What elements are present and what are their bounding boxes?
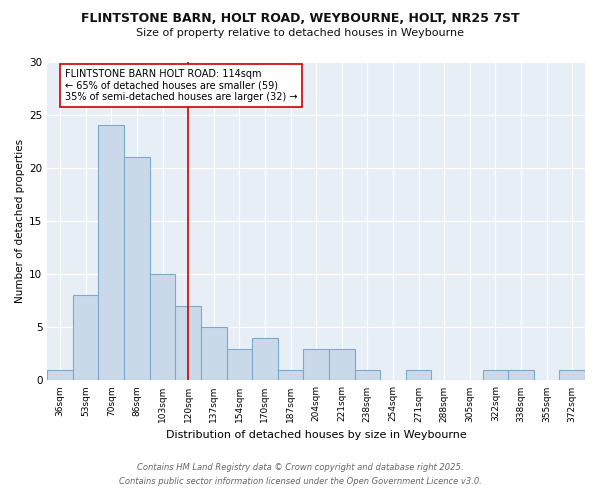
Bar bbox=[175, 306, 201, 380]
Bar bbox=[482, 370, 508, 380]
Text: Contains HM Land Registry data © Crown copyright and database right 2025.: Contains HM Land Registry data © Crown c… bbox=[137, 464, 463, 472]
X-axis label: Distribution of detached houses by size in Weybourne: Distribution of detached houses by size … bbox=[166, 430, 467, 440]
Text: Contains public sector information licensed under the Open Government Licence v3: Contains public sector information licen… bbox=[119, 477, 481, 486]
Bar bbox=[73, 296, 98, 380]
Bar bbox=[124, 157, 150, 380]
Text: Size of property relative to detached houses in Weybourne: Size of property relative to detached ho… bbox=[136, 28, 464, 38]
Bar bbox=[227, 348, 252, 380]
Y-axis label: Number of detached properties: Number of detached properties bbox=[15, 139, 25, 303]
Bar bbox=[329, 348, 355, 380]
Bar bbox=[278, 370, 304, 380]
Bar bbox=[406, 370, 431, 380]
Text: FLINTSTONE BARN, HOLT ROAD, WEYBOURNE, HOLT, NR25 7ST: FLINTSTONE BARN, HOLT ROAD, WEYBOURNE, H… bbox=[80, 12, 520, 26]
Bar bbox=[559, 370, 585, 380]
Bar bbox=[304, 348, 329, 380]
Bar bbox=[252, 338, 278, 380]
Bar bbox=[355, 370, 380, 380]
Text: FLINTSTONE BARN HOLT ROAD: 114sqm
← 65% of detached houses are smaller (59)
35% : FLINTSTONE BARN HOLT ROAD: 114sqm ← 65% … bbox=[65, 69, 297, 102]
Bar bbox=[508, 370, 534, 380]
Bar bbox=[201, 328, 227, 380]
Bar bbox=[150, 274, 175, 380]
Bar bbox=[98, 126, 124, 380]
Bar bbox=[47, 370, 73, 380]
